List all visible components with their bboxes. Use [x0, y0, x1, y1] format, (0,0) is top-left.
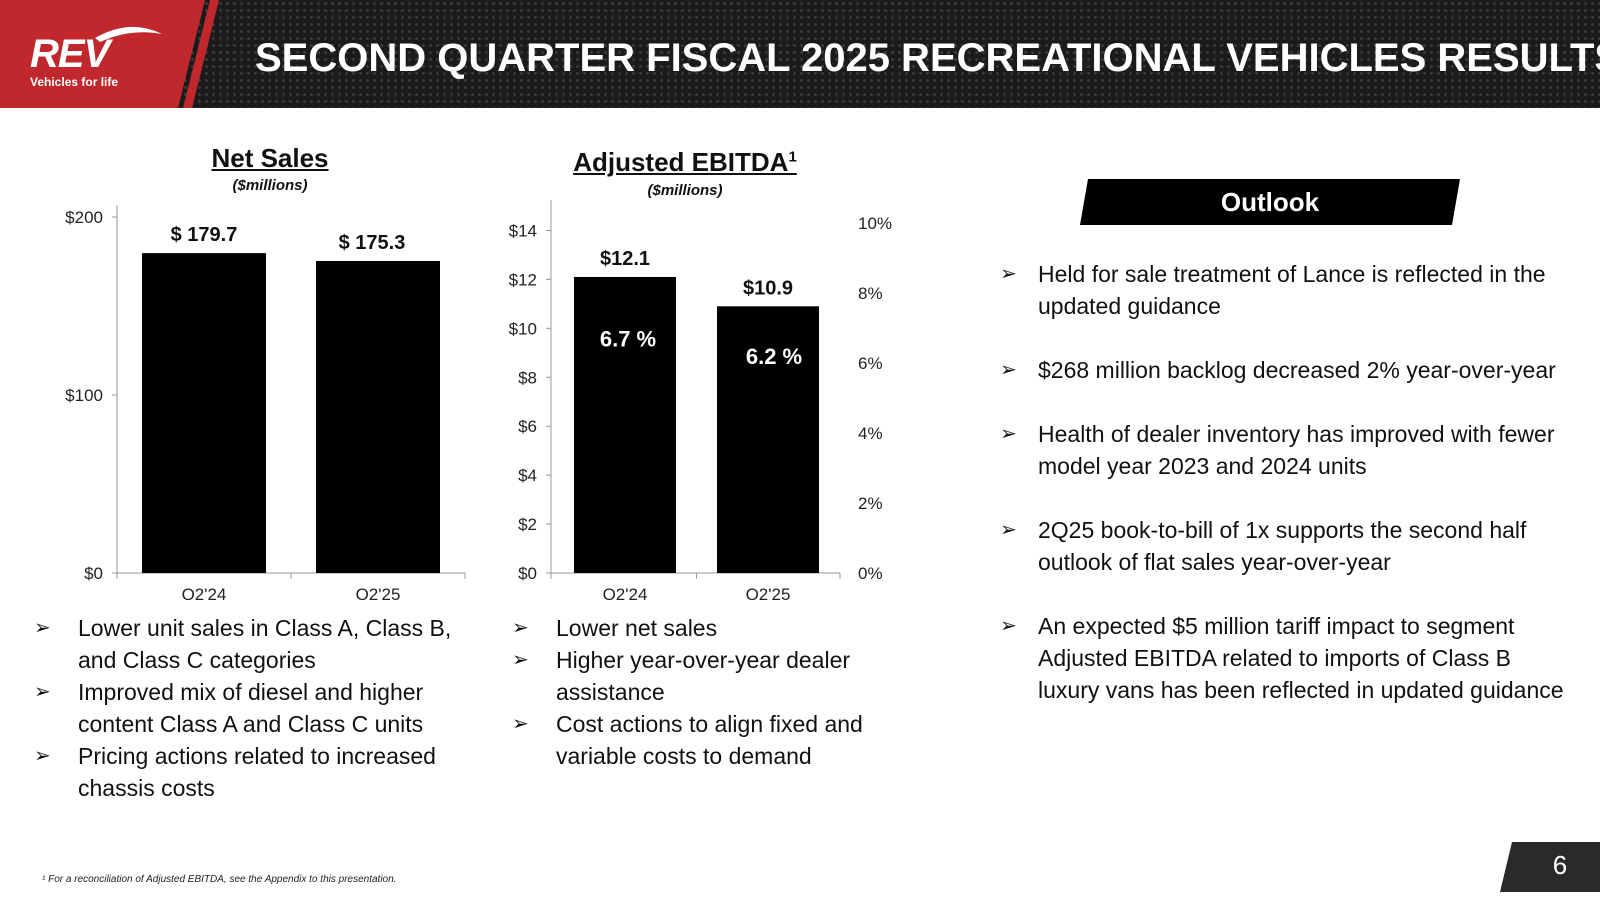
footnote: ¹ For a reconciliation of Adjusted EBITD…	[42, 874, 397, 885]
y-tick-label: $12	[509, 270, 537, 289]
y-tick-label: $0	[518, 564, 537, 583]
list-item: ➢ An expected $5 million tariff impact to…	[1000, 610, 1570, 706]
y2-tick-label: 8%	[858, 284, 883, 303]
net-sales-bullets: ➢ Lower unit sales in Class A, Class B, a…	[34, 612, 484, 804]
arrow-bullet-icon: ➢	[1000, 359, 1017, 381]
page-title: SECOND QUARTER FISCAL 2025 RECREATIONAL …	[255, 36, 1600, 80]
y2-tick-label: 10%	[858, 214, 892, 233]
bar-value-label: $12.1	[600, 248, 650, 270]
arrow-bullet-icon: ➢	[34, 681, 51, 703]
y2-tick-label: 2%	[858, 494, 883, 513]
y-tick-label: $6	[518, 417, 537, 436]
y-tick-label: $2	[518, 515, 537, 534]
outlook-list: ➢ Held for sale treatment of Lance is ref…	[1000, 258, 1570, 738]
arrow-bullet-icon: ➢	[1000, 263, 1017, 285]
y2-tick-label: 0%	[858, 564, 883, 583]
arrow-bullet-icon: ➢	[1000, 423, 1017, 445]
net-sales-chart: $0 $100 $200 $ 179.7 Q2'24 $ 175.3 Q2'25	[65, 205, 466, 600]
ebitda-subtitle: ($millions)	[647, 182, 723, 199]
bar-value-label: $ 179.7	[171, 224, 238, 246]
ebitda-title: Adjusted EBITDA1	[565, 147, 805, 178]
arrow-bullet-icon: ➢	[34, 745, 51, 767]
list-item: ➢ $268 million backlog decreased 2% year-…	[1000, 354, 1570, 386]
outlook-banner-shape	[1080, 179, 1460, 225]
y-tick-label: $100	[65, 386, 103, 405]
y-tick-label: $0	[84, 564, 103, 583]
logo: REV Vehicles for life	[0, 0, 228, 108]
bar	[574, 276, 676, 573]
list-item: ➢ Higher year-over-year dealer assistance	[512, 644, 912, 708]
y-tick-label: $4	[518, 466, 537, 485]
x-tick-label: Q2'24	[182, 585, 227, 600]
list-item: ➢ Lower net sales	[512, 612, 912, 644]
y-tick-label: $14	[509, 221, 537, 240]
logo-swoosh-icon	[95, 26, 162, 42]
logo-background	[0, 0, 219, 108]
list-item: ➢ Pricing actions related to increased ch…	[34, 740, 484, 804]
net-sales-title: Net Sales	[211, 143, 329, 173]
arrow-bullet-icon: ➢	[512, 617, 529, 639]
list-item: ➢ Lower unit sales in Class A, Class B, a…	[34, 612, 484, 676]
arrow-bullet-icon: ➢	[1000, 519, 1017, 541]
logo-tagline: Vehicles for life	[30, 75, 119, 89]
x-tick-label: Q2'25	[356, 585, 401, 600]
y-tick-label: $200	[65, 208, 103, 227]
page-number-tab: 6	[1500, 842, 1600, 892]
outlook-banner: Outlook	[1080, 179, 1460, 225]
bar	[717, 306, 819, 573]
y-tick-label: $8	[518, 368, 537, 387]
x-tick-label: Q2'24	[603, 585, 648, 600]
list-item: ➢ Cost actions to align fixed and variabl…	[512, 708, 912, 772]
header-bar: REV Vehicles for life SECOND QUARTER FIS…	[0, 0, 1600, 108]
logo-wordmark: REV	[30, 32, 110, 76]
ebitda-bullets: ➢ Lower net sales ➢ Higher year-over-year …	[512, 612, 912, 772]
bar-value-label: $10.9	[743, 277, 793, 299]
y2-tick-label: 6%	[858, 354, 883, 373]
x-tick-label: Q2'25	[746, 585, 791, 600]
y-tick-label: $10	[509, 319, 537, 338]
list-item: ➢ Improved mix of diesel and higher conte…	[34, 676, 484, 740]
list-item: ➢ Health of dealer inventory has improved…	[1000, 418, 1570, 482]
bar-value-label: $ 175.3	[339, 232, 406, 254]
page-number: 6	[1552, 850, 1568, 880]
arrow-bullet-icon: ➢	[1000, 615, 1017, 637]
bar-margin-label: 6.2 %	[746, 344, 802, 369]
net-sales-subtitle: ($millions)	[232, 177, 308, 194]
arrow-bullet-icon: ➢	[512, 649, 529, 671]
list-item: ➢ 2Q25 book-to-bill of 1x supports the se…	[1000, 514, 1570, 578]
arrow-bullet-icon: ➢	[512, 713, 529, 735]
list-item: ➢ Held for sale treatment of Lance is ref…	[1000, 258, 1570, 322]
arrow-bullet-icon: ➢	[34, 617, 51, 639]
ebitda-title-text: Adjusted EBITDA	[573, 147, 789, 177]
ebitda-title-footnote-mark: 1	[788, 148, 797, 166]
y2-tick-label: 4%	[858, 424, 883, 443]
bar	[142, 253, 266, 573]
ebitda-chart: $0 $2 $4 $6 $8 $10 $12 $14 $12.1 Q2'24 6.7 % $10.9 Q…	[509, 200, 892, 600]
bar-margin-label: 6.7 %	[600, 327, 656, 352]
bar	[316, 260, 440, 573]
page-number-shape	[1500, 842, 1600, 892]
outlook-title: Outlook	[1220, 187, 1320, 217]
